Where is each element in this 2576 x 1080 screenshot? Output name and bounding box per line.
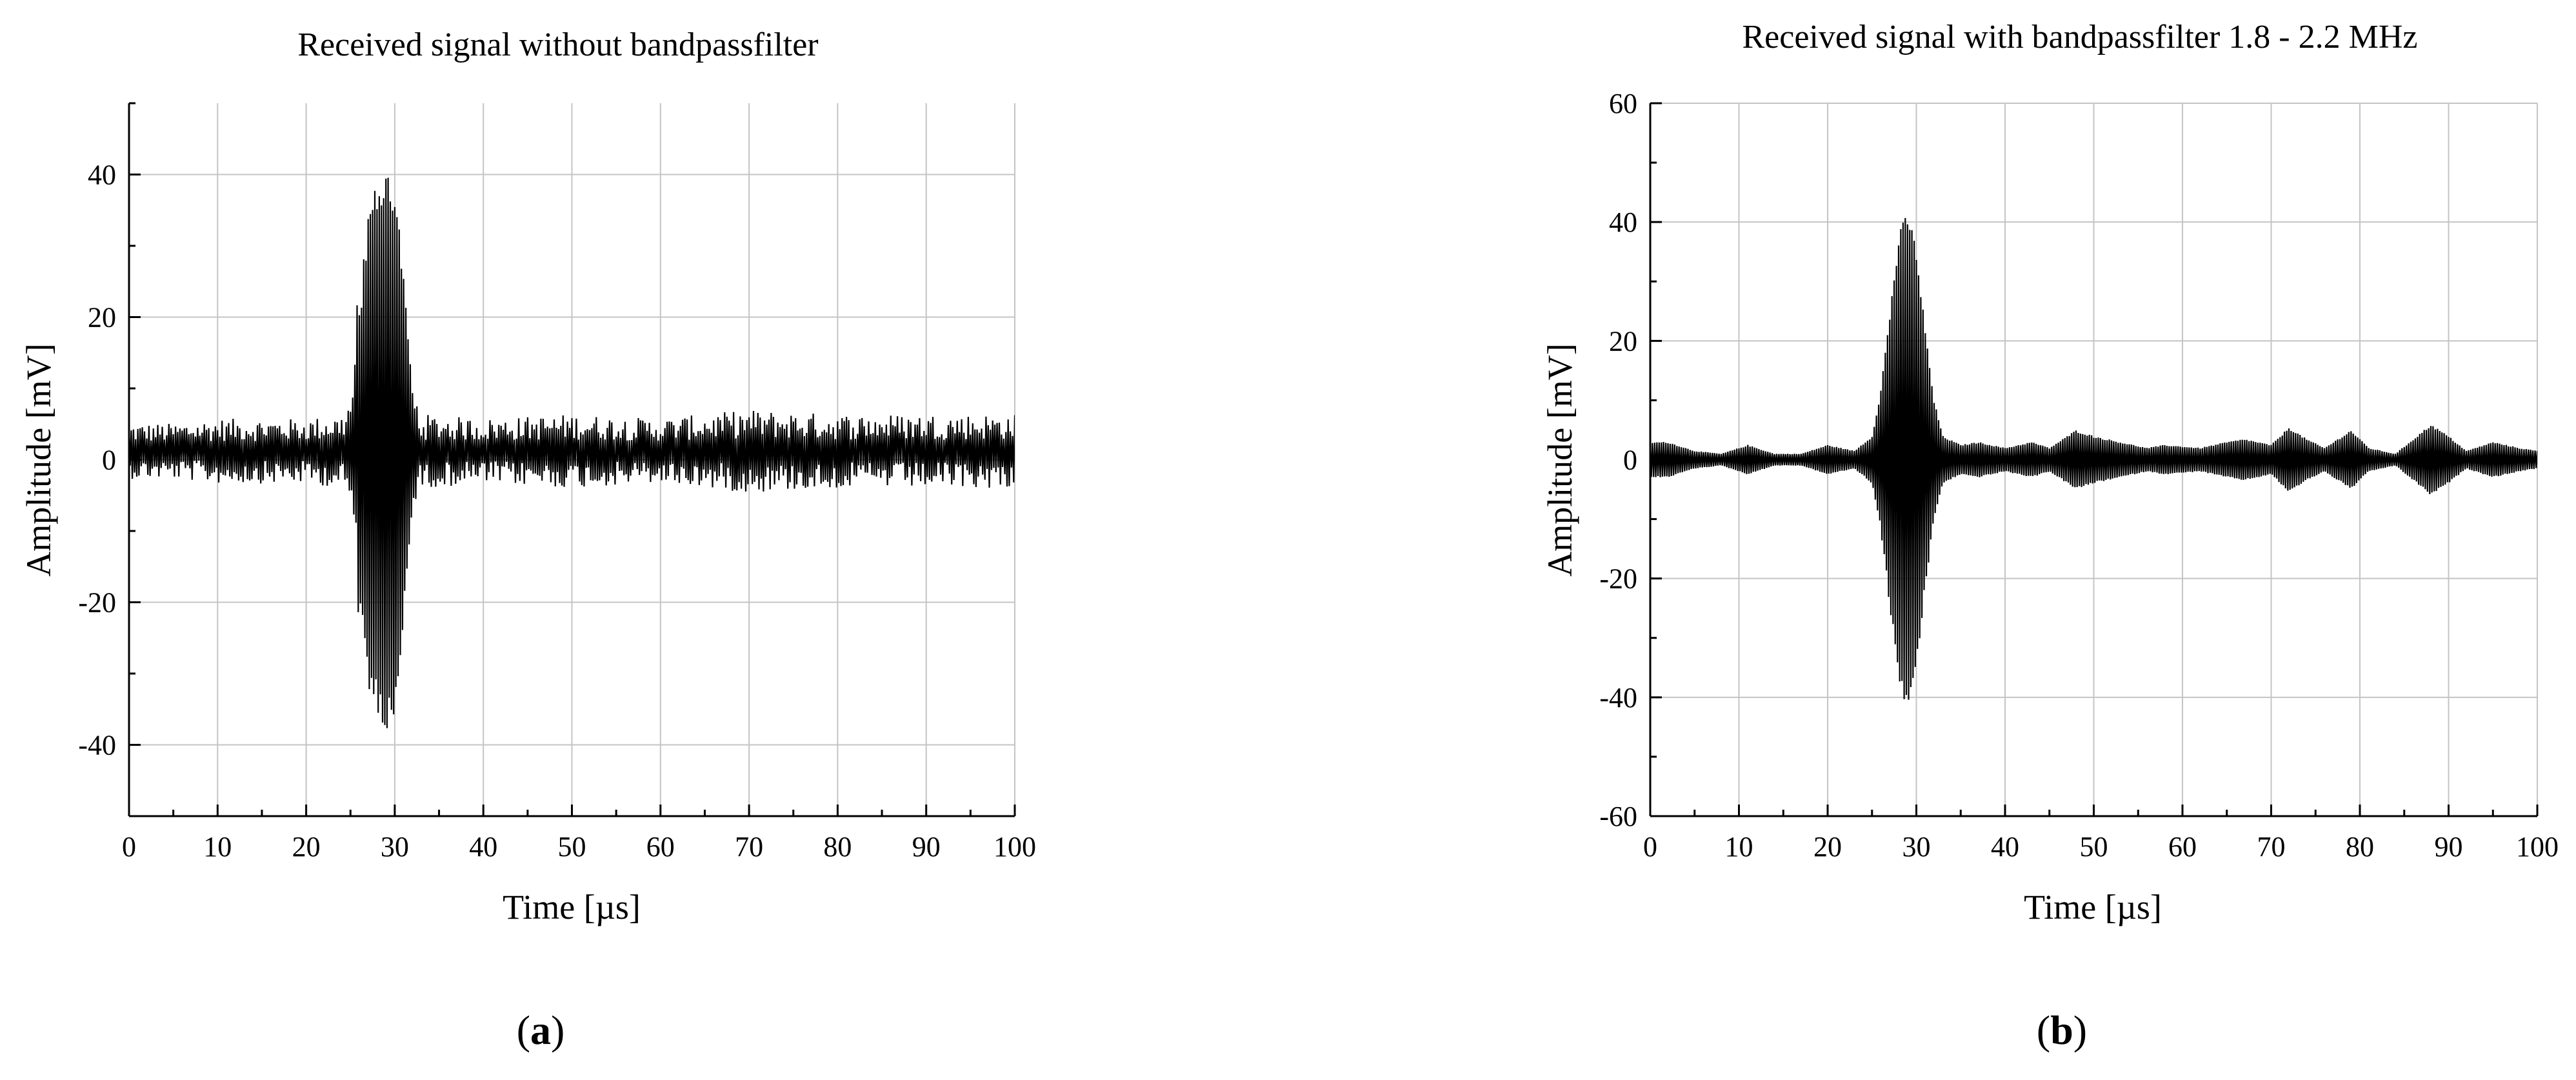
x-tick-label: 90: [912, 831, 941, 863]
y-axis-label-b: Amplitude [mV]: [1541, 343, 1579, 576]
x-tick-label: 80: [823, 831, 852, 863]
x-tick-label: 0: [1643, 831, 1657, 863]
y-axis-label-a: Amplitude [mV]: [19, 343, 58, 576]
y-tick-label: 20: [1609, 325, 1637, 357]
chart-title-b: Received signal with bandpassfilter 1.8 …: [1742, 19, 2418, 55]
x-axis-label-a: Time [µs]: [503, 888, 641, 926]
panel-label-a: (a): [517, 1007, 565, 1053]
x-tick-label: 30: [1902, 831, 1931, 863]
axes-b: [1649, 102, 2539, 817]
x-tick-label: 10: [203, 831, 232, 863]
x-tick-label: 70: [735, 831, 763, 863]
y-tick-label: -20: [1599, 563, 1637, 595]
signal-trace-a: [129, 177, 1015, 728]
chart-panel-b: Received signal with bandpassfilter 1.8 …: [1541, 19, 2559, 1053]
x-tick-label: 100: [993, 831, 1036, 863]
y-tick-label: 0: [1623, 445, 1637, 476]
chart-panel-a: Received signal without bandpassfilter 0…: [19, 26, 1036, 1053]
x-tick-label: 60: [2168, 831, 2197, 863]
y-tick-label: -40: [1599, 682, 1637, 714]
signal-trace-b: [1650, 217, 2537, 700]
x-tick-label: 60: [646, 831, 675, 863]
x-tick-label: 50: [2080, 831, 2108, 863]
x-tick-label: 40: [469, 831, 497, 863]
y-tick-label: 20: [88, 302, 116, 334]
y-tick-label: 40: [1609, 206, 1637, 238]
x-tick-label: 0: [122, 831, 136, 863]
y-tick-label: -20: [78, 587, 116, 619]
x-tick-label: 20: [292, 831, 321, 863]
x-tick-label: 20: [1813, 831, 1842, 863]
x-tick-label: 70: [2257, 831, 2286, 863]
x-tick-labels-a: 0 10 20 30 40 50 60 70 80 90 100: [122, 831, 1036, 863]
x-tick-label: 40: [1991, 831, 2019, 863]
panel-label-b: (b): [2037, 1007, 2087, 1053]
y-tick-label: 40: [88, 159, 116, 191]
y-tick-label: -40: [78, 730, 116, 761]
y-tick-label: 60: [1609, 88, 1637, 119]
x-tick-label: 80: [2346, 831, 2374, 863]
axes-a: [128, 102, 1016, 817]
x-tick-label: 30: [381, 831, 409, 863]
x-tick-label: 50: [558, 831, 586, 863]
x-tick-labels-b: 0 10 20 30 40 50 60 70 80 90 100: [1643, 831, 2559, 863]
x-axis-label-b: Time [µs]: [2024, 888, 2162, 926]
y-tick-label: -60: [1599, 801, 1637, 832]
x-tick-label: 90: [2435, 831, 2463, 863]
y-tick-label: 0: [102, 445, 116, 476]
x-tick-label: 10: [1725, 831, 1753, 863]
chart-title-a: Received signal without bandpassfilter: [297, 26, 818, 63]
y-tick-labels-a: -40 -20 0 20 40: [78, 159, 116, 761]
x-tick-label: 100: [2516, 831, 2559, 863]
y-tick-labels-b: -60 -40 -20 0 20 40 60: [1599, 88, 1637, 832]
